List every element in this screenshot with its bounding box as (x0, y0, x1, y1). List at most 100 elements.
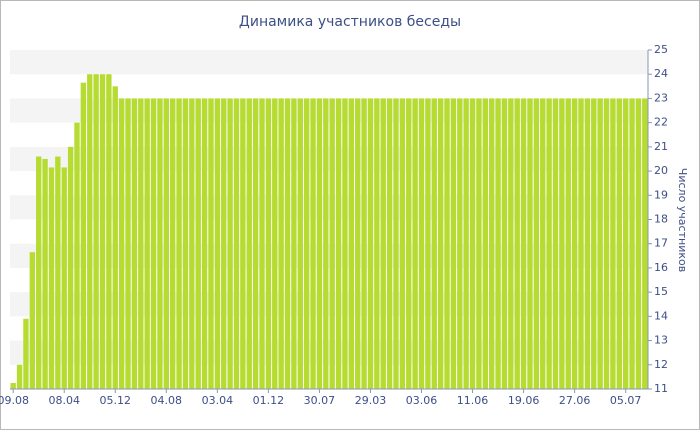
bar (552, 98, 559, 389)
bar (335, 98, 342, 389)
grid-band (10, 292, 648, 317)
bar (278, 98, 284, 389)
bar (329, 98, 335, 389)
bar (74, 122, 80, 390)
x-tick-label: 03.04 (202, 394, 234, 407)
bar (348, 98, 355, 389)
bar (495, 98, 501, 389)
bar (355, 98, 361, 389)
bar (48, 167, 55, 389)
bar (527, 98, 533, 389)
y-tick-label: 21 (654, 140, 668, 153)
bar (584, 98, 591, 389)
bar (246, 98, 252, 389)
bar (501, 98, 508, 389)
bar (571, 98, 578, 389)
bar (106, 74, 112, 389)
x-tick-label: 04.08 (151, 394, 183, 407)
bar (61, 167, 67, 389)
bar (259, 98, 265, 389)
bar (540, 98, 546, 389)
bar (99, 74, 106, 389)
bar (418, 98, 425, 389)
bar (227, 98, 233, 389)
x-tick-label: 27.06 (559, 394, 591, 407)
x-tick-label: 03.06 (406, 394, 438, 407)
bar (150, 98, 157, 389)
bar (144, 98, 150, 389)
bar (80, 82, 87, 390)
y-tick-label: 18 (654, 213, 668, 226)
x-tick-label: 01.12 (253, 394, 285, 407)
y-tick-label: 12 (654, 358, 668, 371)
y-tick-label: 17 (654, 237, 668, 250)
bar (476, 98, 482, 389)
y-tick-label: 16 (654, 261, 668, 274)
bar (597, 98, 603, 389)
bar (367, 98, 374, 389)
bar (520, 98, 527, 389)
bar (546, 98, 552, 389)
bar (233, 98, 240, 389)
bar (297, 98, 303, 389)
grid-band (10, 50, 648, 75)
y-axis-title: Число участников (676, 168, 689, 272)
bar (125, 98, 131, 389)
y-tick-label: 20 (654, 164, 668, 177)
y-tick-label: 11 (654, 382, 668, 395)
bar (36, 156, 42, 389)
y-tick-label: 14 (654, 309, 668, 322)
bar (412, 98, 418, 389)
bar (138, 98, 144, 389)
y-tick-label: 23 (654, 91, 668, 104)
x-tick-label: 29.03 (355, 394, 387, 407)
bar (431, 98, 437, 389)
bar (437, 98, 444, 389)
y-tick-label: 19 (654, 188, 668, 201)
bar (93, 74, 99, 389)
x-tick-label: 09.08 (0, 394, 29, 407)
bar (240, 98, 246, 389)
bar (565, 98, 571, 389)
bar (342, 98, 348, 389)
y-tick-label: 24 (654, 67, 668, 80)
y-tick-label: 13 (654, 334, 668, 347)
bar (201, 98, 208, 389)
bar (323, 98, 329, 389)
bar (163, 98, 169, 389)
bar (399, 98, 406, 389)
bar (157, 98, 163, 389)
bar (393, 98, 399, 389)
bar (118, 98, 125, 389)
grid-band (10, 195, 648, 220)
bar (208, 98, 214, 389)
bar (622, 98, 629, 389)
bar (444, 98, 450, 389)
bar (23, 318, 29, 389)
bar (450, 98, 457, 389)
bar (87, 74, 93, 389)
bar (610, 98, 616, 389)
y-tick-label: 25 (654, 43, 668, 56)
x-tick-label: 08.04 (48, 394, 80, 407)
bar (559, 98, 565, 389)
bar (578, 98, 584, 389)
chart-title: Динамика участников беседы (239, 14, 461, 30)
bar (284, 98, 291, 389)
bar (214, 98, 221, 389)
bar (316, 98, 323, 389)
bar (463, 98, 469, 389)
bar (469, 98, 476, 389)
bar (482, 98, 488, 389)
bar (514, 98, 520, 389)
bar (457, 98, 463, 389)
bar (29, 252, 36, 389)
x-tick-label: 19.06 (508, 394, 540, 407)
x-tick-label: 05.07 (610, 394, 642, 407)
grid-band (10, 146, 648, 172)
bar (221, 98, 227, 389)
bar (272, 98, 278, 389)
bar (252, 98, 259, 389)
bar (361, 98, 367, 389)
